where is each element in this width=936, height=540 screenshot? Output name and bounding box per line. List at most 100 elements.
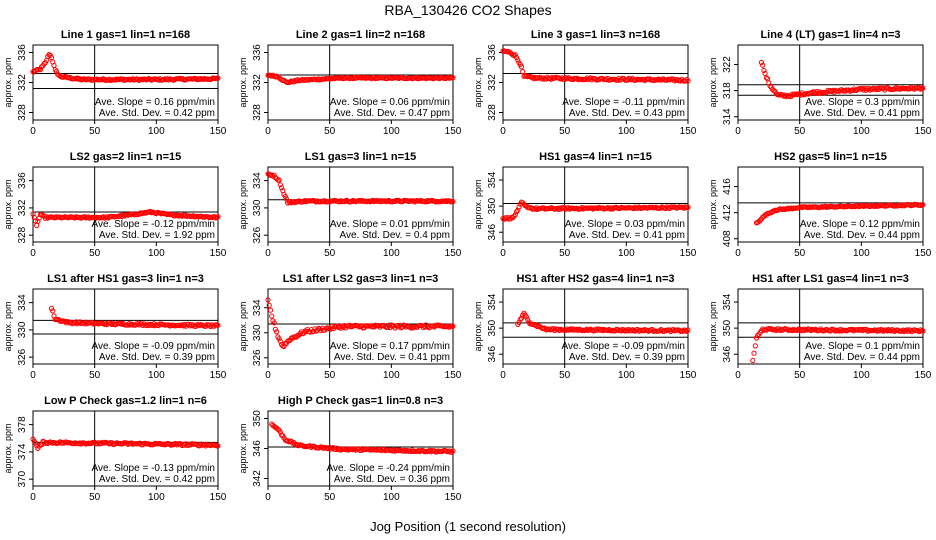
- x-tick-label: 50: [559, 248, 571, 259]
- slope-text: Ave. Slope = 0.03 ppm/min: [565, 219, 685, 230]
- std-dev-text: Ave. Std. Dev. = 0.41 ppm: [334, 352, 450, 363]
- data-points: [758, 59, 926, 100]
- y-tick-label: 370: [17, 470, 28, 487]
- data-point: [757, 217, 763, 223]
- data-point: [50, 308, 56, 314]
- data-point: [282, 193, 288, 200]
- data-point: [584, 326, 590, 332]
- data-point: [215, 214, 221, 220]
- y-tick-label: 332: [487, 74, 498, 91]
- slope-text: Ave. Slope = 0.12 ppm/min: [800, 219, 920, 230]
- y-axis-label: approx. ppm: [473, 57, 483, 107]
- x-tick-label: 0: [265, 126, 271, 137]
- data-point: [274, 329, 280, 335]
- x-tick-label: 0: [735, 126, 741, 137]
- data-point: [850, 87, 856, 94]
- std-dev-text: Ave. Std. Dev. = 0.36 ppm: [334, 474, 450, 485]
- y-axis-label: approx. ppm: [473, 179, 483, 229]
- x-tick-label: 50: [559, 126, 571, 137]
- std-dev-text: Ave. Std. Dev. = 0.41 ppm: [804, 108, 920, 119]
- data-point: [685, 78, 691, 84]
- y-tick-label: 330: [17, 321, 28, 338]
- slope-text: Ave. Slope = -0.09 ppm/min: [92, 341, 216, 352]
- slope-text: Ave. Slope = -0.12 ppm/min: [92, 219, 216, 230]
- x-tick-label: 50: [794, 370, 806, 381]
- data-point: [512, 52, 518, 58]
- y-tick-label: 350: [487, 319, 498, 336]
- y-tick-label: 342: [252, 470, 263, 487]
- data-point: [271, 320, 277, 326]
- plot-frame: [737, 166, 924, 243]
- x-tick-label: 0: [735, 370, 741, 381]
- y-axis-label: approx. ppm: [238, 301, 248, 351]
- plot-frame: [32, 410, 219, 487]
- data-point: [63, 320, 69, 326]
- x-tick-label: 100: [618, 248, 635, 259]
- y-tick-label: 334: [252, 172, 263, 189]
- panel-title: Line 4 (LT) gas=1 lin=4 n=3: [760, 29, 900, 41]
- y-tick-label: 378: [17, 416, 28, 433]
- y-tick-label: 346: [487, 223, 498, 240]
- x-tick-label: 100: [383, 248, 400, 259]
- panel: LS1 gas=3 lin=1 n=15 0 50 100 150 326 330 334 ap…: [238, 151, 462, 259]
- y-tick-label: 332: [17, 199, 28, 216]
- plot-frame: [267, 166, 454, 243]
- x-tick-label: 150: [680, 126, 697, 137]
- panel: Line 1 gas=1 lin=1 n=168 0 50 100 150 328 332 3…: [3, 29, 227, 137]
- y-tick-label: 374: [17, 443, 28, 460]
- data-point: [266, 171, 272, 177]
- x-tick-label: 0: [500, 248, 506, 259]
- data-points: [269, 421, 456, 455]
- x-tick-label: 150: [680, 370, 697, 381]
- data-point: [763, 75, 770, 81]
- slope-text: Ave. Slope = -0.09 ppm/min: [562, 341, 686, 352]
- data-point: [215, 443, 221, 449]
- std-dev-text: Ave. Std. Dev. = 0.47 ppm: [334, 108, 450, 119]
- y-tick-label: 328: [17, 104, 28, 121]
- y-tick-label: 330: [252, 199, 263, 216]
- data-point: [518, 64, 525, 70]
- x-tick-label: 150: [210, 126, 227, 137]
- data-point: [758, 59, 765, 66]
- data-point: [34, 222, 40, 229]
- data-points: [30, 436, 221, 451]
- x-tick-label: 100: [618, 370, 635, 381]
- y-tick-label: 334: [17, 294, 28, 311]
- data-point: [634, 205, 641, 211]
- y-tick-label: 336: [17, 172, 28, 189]
- std-dev-text: Ave. Std. Dev. = 0.39 ppm: [569, 352, 685, 363]
- x-tick-label: 100: [853, 126, 870, 137]
- data-point: [520, 69, 526, 75]
- data-points: [30, 208, 221, 229]
- x-tick-label: 100: [853, 370, 870, 381]
- y-tick-label: 346: [252, 440, 263, 457]
- data-point: [41, 61, 47, 67]
- y-tick-label: 416: [722, 178, 733, 195]
- x-tick-label: 150: [915, 370, 932, 381]
- panel: LS1 after HS1 gas=3 lin=1 n=3 0 50 100 150 32…: [3, 273, 227, 381]
- data-point: [37, 67, 44, 73]
- data-points: [750, 326, 926, 364]
- data-point: [884, 328, 890, 334]
- x-tick-label: 0: [30, 248, 36, 259]
- data-point: [685, 204, 691, 210]
- data-point: [750, 357, 756, 364]
- data-point: [515, 57, 521, 63]
- panel-title: HS1 after HS2 gas=4 lin=1 n=3: [516, 273, 674, 285]
- y-axis-label: approx. ppm: [3, 301, 13, 351]
- data-point: [266, 302, 272, 308]
- y-tick-label: 326: [17, 348, 28, 365]
- x-tick-label: 50: [89, 370, 101, 381]
- x-tick-label: 150: [210, 492, 227, 503]
- panel-title: Low P Check gas=1.2 lin=1 n=6: [44, 395, 207, 407]
- plot-frame: [737, 44, 924, 121]
- std-dev-text: Ave. Std. Dev. = 0.44 ppm: [804, 230, 920, 241]
- y-axis-label: approx. ppm: [708, 57, 718, 107]
- slope-text: Ave. Slope = 0.3 ppm/min: [805, 97, 920, 108]
- y-tick-label: 328: [17, 226, 28, 243]
- x-tick-label: 50: [89, 126, 101, 137]
- plot-frame: [502, 166, 689, 243]
- y-tick-label: 336: [252, 44, 263, 61]
- data-points: [48, 305, 221, 330]
- plot-frame: [502, 288, 689, 365]
